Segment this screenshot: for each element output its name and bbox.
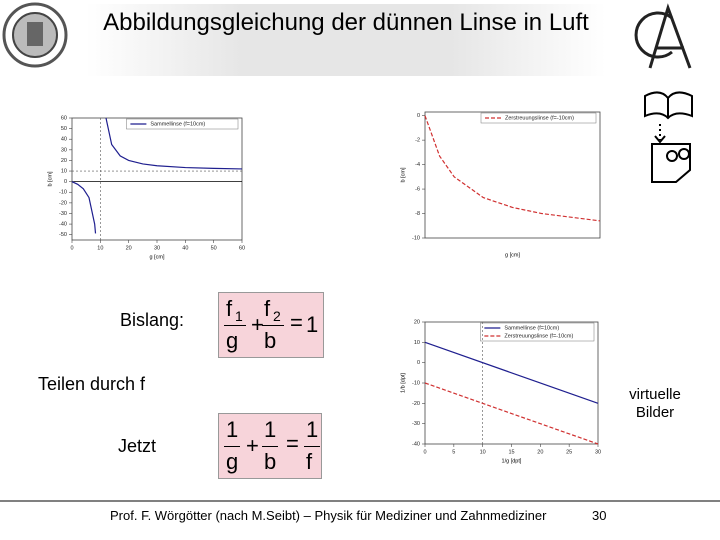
y-tick-label: 0	[417, 360, 420, 366]
y-tick-label: 0	[64, 179, 67, 185]
series-line	[424, 341, 599, 404]
x-tick-label: 15	[508, 449, 514, 455]
footer-text: Prof. F. Wörgötter (nach M.Seibt) – Phys…	[110, 508, 547, 523]
legend-box	[480, 322, 595, 342]
fraction-bar	[262, 325, 284, 326]
y-axis-label: b [cm]	[47, 171, 53, 186]
y-tick-label: 0	[417, 113, 420, 119]
y-tick-label: -4	[415, 162, 420, 168]
y-tick-label: 20	[61, 158, 67, 164]
y-tick-label: 50	[61, 126, 67, 132]
x-tick-label: 20	[537, 449, 543, 455]
x-tick-label: 0	[423, 449, 426, 455]
equals-sign: =	[286, 431, 299, 456]
x-tick-label: 5	[452, 449, 455, 455]
title-box	[86, 4, 606, 76]
x-tick-label: 30	[595, 449, 601, 455]
denominator: b	[264, 328, 277, 353]
denominator: g	[226, 328, 239, 353]
numerator: f	[226, 296, 233, 321]
label-bislang: Bislang:	[120, 310, 185, 330]
x-tick-label: 25	[566, 449, 572, 455]
subscript: 2	[273, 308, 281, 324]
y-tick-label: -10	[412, 380, 420, 386]
x-tick-label: 30	[154, 245, 160, 251]
y-tick-label: -8	[415, 211, 420, 217]
y-tick-label: -40	[412, 441, 420, 447]
legend-box	[480, 112, 597, 124]
numerator: f	[264, 296, 271, 321]
x-tick-label: 50	[211, 245, 217, 251]
chart: -10 -8 -6 -4 -2 0 g [cm] b [cm] Zerstreuungslins…	[400, 111, 601, 258]
y-tick-label: -50	[59, 232, 67, 238]
legend-label: Zerstreuungslinse (f=-10cm)	[504, 333, 573, 339]
denominator: f	[306, 449, 313, 474]
y-tick-label: 60	[61, 115, 67, 121]
chart: -50 -40 -30 -20 -10 0 10 20 30 40 50 60 0 10 20 30 40 50 6…	[47, 115, 245, 260]
book-icon	[644, 91, 693, 183]
plot-frame	[424, 111, 601, 239]
denominator: g	[226, 449, 239, 474]
chart: -40 -30 -20 -10 0 10 20 0 5 10 15 20 25 30 1/g [dpt] 1/…	[400, 319, 601, 464]
x-axis-label: g [cm]	[505, 252, 520, 258]
y-tick-label: -40	[59, 222, 67, 228]
legend-label: Sammellinse (f=10cm)	[150, 121, 205, 127]
equals-sign: =	[290, 310, 303, 335]
y-tick-label: 20	[414, 319, 420, 325]
y-tick-label: -2	[415, 138, 420, 144]
y-tick-label: 40	[61, 137, 67, 143]
numerator: 1	[306, 417, 319, 442]
x-tick-label: 10	[480, 449, 486, 455]
seal	[2, 2, 68, 68]
label-teilen: Teilen durch f	[38, 374, 146, 394]
y-axis-label: 1/b [dpt]	[400, 373, 406, 393]
y-tick-label: -10	[412, 235, 420, 241]
y-tick-label: -30	[59, 211, 67, 217]
x-tick-label: 40	[182, 245, 188, 251]
legend-label: Sammellinse (f=10cm)	[504, 325, 559, 331]
y-tick-label: -20	[59, 200, 67, 206]
series-line	[424, 115, 601, 222]
slide-title: Abbildungsgleichung der dünnen Linse in …	[103, 9, 589, 36]
y-tick-label: -30	[412, 421, 420, 427]
x-tick-label: 10	[97, 245, 103, 251]
subscript: 1	[235, 308, 243, 324]
plus-sign: +	[246, 433, 259, 458]
denominator: b	[264, 449, 277, 474]
x-tick-label: 60	[239, 245, 245, 251]
y-tick-label: -6	[415, 187, 420, 193]
label-jetzt: Jetzt	[118, 436, 157, 456]
legend-box	[126, 118, 239, 130]
x-tick-label: 0	[70, 245, 73, 251]
numerator: 1	[264, 417, 277, 442]
plus-sign: +	[251, 312, 264, 337]
fraction-bar	[304, 446, 320, 447]
x-tick-label: 20	[126, 245, 132, 251]
y-tick-label: -10	[59, 190, 67, 196]
y-tick-label: 10	[414, 340, 420, 346]
page-number: 30	[592, 508, 607, 523]
series-line	[424, 382, 599, 445]
x-axis-label: g [cm]	[150, 254, 165, 260]
y-axis-label: b [cm]	[400, 167, 406, 182]
rhs: 1	[306, 312, 319, 337]
x-axis-label: 1/g [dpt]	[502, 458, 522, 464]
plot-frame	[424, 321, 599, 445]
series-line	[71, 117, 243, 234]
plot-frame	[71, 117, 243, 241]
legend-label: Zerstreuungslinse (f=-10cm)	[505, 115, 574, 121]
y-tick-label: -20	[412, 401, 420, 407]
numerator: 1	[226, 417, 239, 442]
label-virtuell: virtuelle Bilder	[629, 386, 681, 421]
fraction-bar	[224, 446, 240, 447]
y-tick-label: 10	[61, 168, 67, 174]
logo	[634, 3, 692, 69]
y-tick-label: 30	[61, 147, 67, 153]
fraction-bar	[262, 446, 278, 447]
fraction-bar	[224, 325, 246, 326]
